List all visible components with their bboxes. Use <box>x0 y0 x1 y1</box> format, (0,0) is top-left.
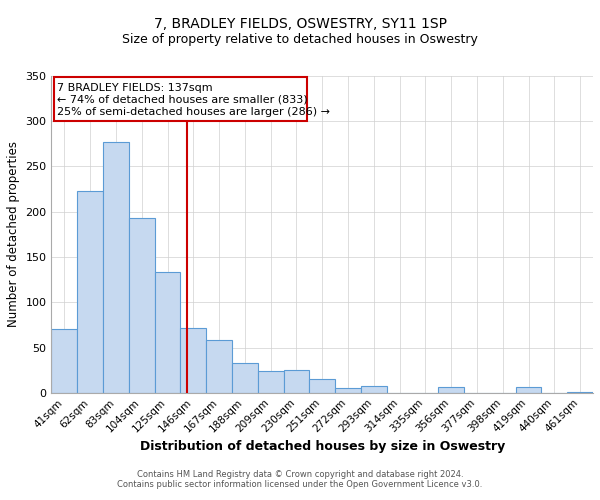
Bar <box>310 379 335 393</box>
Bar <box>103 142 129 393</box>
Text: ← 74% of detached houses are smaller (833): ← 74% of detached houses are smaller (83… <box>58 95 308 105</box>
Bar <box>335 388 361 393</box>
Bar <box>181 328 206 393</box>
FancyBboxPatch shape <box>53 77 307 121</box>
Bar <box>361 386 387 393</box>
Bar <box>284 370 310 393</box>
Bar <box>232 363 258 393</box>
Text: Contains HM Land Registry data © Crown copyright and database right 2024.: Contains HM Land Registry data © Crown c… <box>137 470 463 479</box>
Text: 7, BRADLEY FIELDS, OSWESTRY, SY11 1SP: 7, BRADLEY FIELDS, OSWESTRY, SY11 1SP <box>154 18 446 32</box>
Bar <box>52 330 77 393</box>
Bar <box>567 392 593 393</box>
Text: Size of property relative to detached houses in Oswestry: Size of property relative to detached ho… <box>122 32 478 46</box>
Text: Contains public sector information licensed under the Open Government Licence v3: Contains public sector information licen… <box>118 480 482 489</box>
Text: 7 BRADLEY FIELDS: 137sqm: 7 BRADLEY FIELDS: 137sqm <box>58 83 213 93</box>
Text: 25% of semi-detached houses are larger (286) →: 25% of semi-detached houses are larger (… <box>58 106 331 117</box>
Bar <box>515 388 541 393</box>
Bar <box>206 340 232 393</box>
Bar <box>77 191 103 393</box>
Bar <box>258 371 284 393</box>
Bar <box>129 218 155 393</box>
Bar <box>155 272 181 393</box>
Bar <box>439 388 464 393</box>
Y-axis label: Number of detached properties: Number of detached properties <box>7 142 20 328</box>
X-axis label: Distribution of detached houses by size in Oswestry: Distribution of detached houses by size … <box>140 440 505 453</box>
